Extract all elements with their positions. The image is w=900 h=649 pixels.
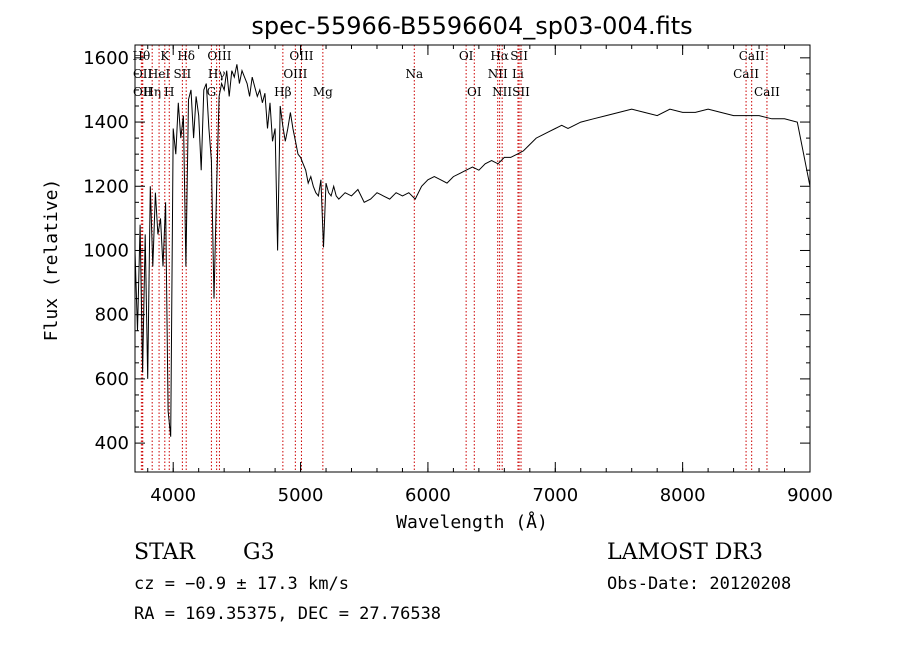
redshift-velocity: cz = −0.9 ± 17.3 km/s <box>134 574 349 594</box>
line-marker-label-8: Hδ <box>177 49 195 63</box>
line-marker-label-9: G <box>207 85 217 99</box>
y-tick-label-3: 1000 <box>83 240 129 261</box>
line-marker-label-3: Hη <box>143 85 161 99</box>
line-marker-label-16: Na <box>405 67 423 81</box>
y-tick-label-1: 600 <box>95 369 129 390</box>
x-tick-label-1: 5000 <box>278 485 324 506</box>
line-marker-label-11: OIII <box>207 49 231 63</box>
line-marker-label-13: OIII <box>283 67 307 81</box>
line-marker-label-12: Hβ <box>274 85 291 99</box>
y-tick-label-4: 1200 <box>83 176 129 197</box>
chart-title: spec-55966-B5596604_sp03-004.fits <box>251 12 692 40</box>
y-tick-label-2: 800 <box>95 305 129 326</box>
line-marker-label-21: NII <box>492 85 512 99</box>
line-marker-label-25: CaII <box>733 67 759 81</box>
line-marker-label-4: HeI <box>148 67 171 81</box>
x-tick-label-4: 8000 <box>660 485 706 506</box>
x-tick-label-0: 4000 <box>150 485 196 506</box>
line-markers-layer: HθOIIOIIHηHeIKHSIIHδGHγOIIIHβOIIIOIIIMgN… <box>133 45 781 472</box>
y-tick-label-5: 1400 <box>83 112 129 133</box>
survey-name: LAMOST DR3 <box>607 540 763 565</box>
line-marker-label-17: OI <box>459 49 474 63</box>
line-marker-label-18: OI <box>467 85 482 99</box>
x-tick-label-3: 7000 <box>532 485 578 506</box>
object-class: STAR <box>134 540 195 565</box>
x-axis-label: Wavelength (Å) <box>396 511 548 533</box>
observation-date: Obs-Date: 20120208 <box>607 574 791 594</box>
object-subclass: G3 <box>243 540 275 565</box>
sky-coordinates: RA = 169.35375, DEC = 27.76538 <box>134 604 441 624</box>
line-marker-label-15: Mg <box>313 85 333 99</box>
y-tick-label-0: 400 <box>95 433 129 454</box>
x-tick-label-2: 6000 <box>405 485 451 506</box>
line-marker-label-20: Hα <box>490 49 509 63</box>
line-marker-label-23: SII <box>510 49 528 63</box>
y-tick-label-6: 1600 <box>83 48 129 69</box>
line-marker-label-7: SII <box>174 67 192 81</box>
line-marker-label-6: H <box>164 85 174 99</box>
spectrum-series-0 <box>135 64 810 436</box>
line-marker-label-24: SII <box>512 85 530 99</box>
y-axis-label: Flux (relative) <box>41 179 62 342</box>
line-marker-label-26: CaII <box>739 49 765 63</box>
x-tick-label-5: 9000 <box>787 485 833 506</box>
line-marker-label-27: CaII <box>754 85 780 99</box>
line-marker-label-14: OIII <box>289 49 313 63</box>
line-marker-label-22: Li <box>512 67 524 81</box>
line-marker-label-19: NII <box>488 67 508 81</box>
axes-layer: 4000 5000 6000 7000 8000 9000 400 600 800 1000 120… <box>83 45 833 506</box>
line-marker-label-10: Hγ <box>208 67 226 81</box>
spectrum-layer <box>135 64 810 436</box>
